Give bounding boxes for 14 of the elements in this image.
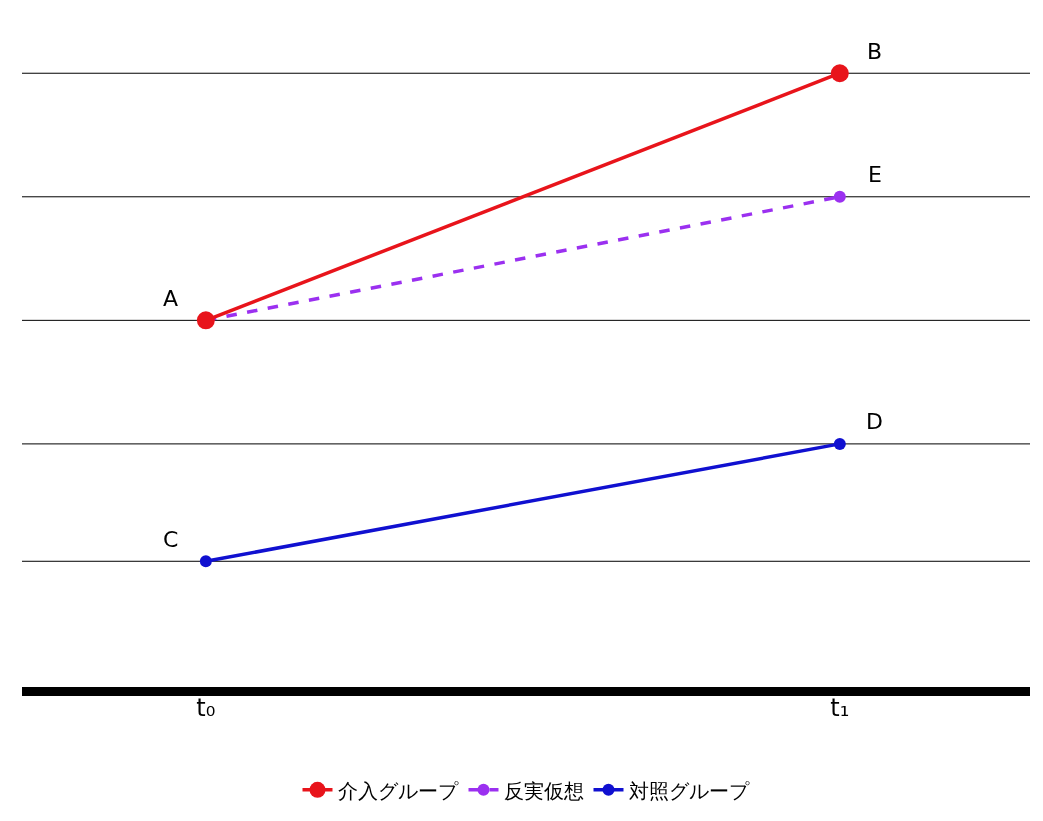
legend-label: 対照グループ: [628, 778, 750, 803]
annotation: B: [867, 39, 883, 64]
legend-label: 介入グループ: [337, 778, 459, 803]
annotation: D: [866, 409, 883, 434]
annotation: E: [868, 162, 882, 187]
annotation: A: [163, 286, 179, 311]
legend-label: 反実仮想: [503, 778, 584, 803]
point: [833, 437, 846, 450]
annotation: C: [163, 527, 179, 552]
x-tick-label: t₀: [196, 694, 216, 722]
x-tick-label: t₁: [830, 694, 850, 722]
point: [199, 555, 212, 568]
point: [830, 64, 849, 83]
point: [833, 190, 846, 203]
